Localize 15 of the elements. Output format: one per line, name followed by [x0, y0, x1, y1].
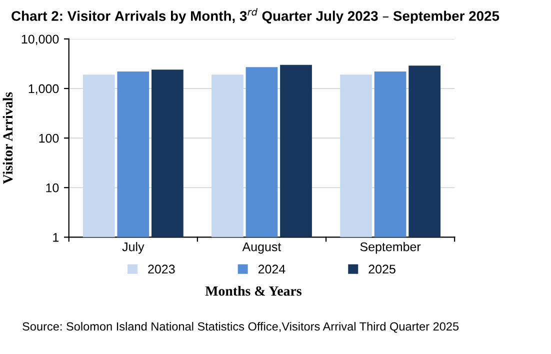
- chart-title: Chart 2: Visitor Arrivals by Month, 3$^{rd}$ Quarter July 2023 – September 2025: [12, 8, 500, 24]
- x-tick-label: August: [242, 242, 282, 254]
- legend-label: 2025: [368, 264, 396, 274]
- y-tick-label: 10,000: [22, 34, 59, 46]
- y-tick-label: 1,000: [28, 84, 59, 95]
- y-tick-label: 100: [39, 134, 59, 143]
- y-tick-label: 10: [46, 183, 59, 192]
- x-tick-label: July: [122, 242, 144, 254]
- legend-label: 2024: [258, 264, 286, 274]
- source-note: Source: Solomon Island National Statistics Office,Visitors Arrival Third Quarter 2025: [22, 322, 459, 333]
- legend-label: 2023: [148, 264, 175, 274]
- x-axis-title: Months & Years: [205, 286, 302, 296]
- x-tick-label: September: [360, 242, 421, 254]
- y-axis-title: Visitor Arrivals: [2, 92, 13, 184]
- y-tick-label: 1: [53, 233, 59, 242]
